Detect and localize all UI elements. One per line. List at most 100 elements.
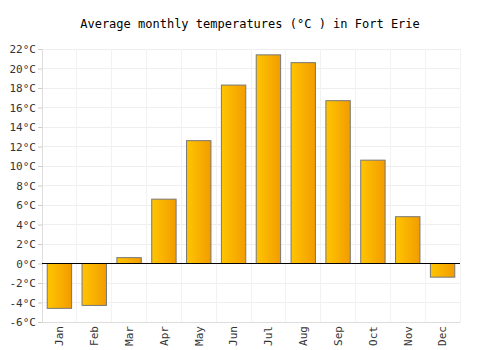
x-tick: Jan [53,322,66,346]
title: Average monthly temperatures (°C ) in Fo… [80,17,420,31]
x-tick: Aug [297,322,310,346]
x-tick: Feb [88,322,101,346]
x-axis: Jan Feb Mar Apr May Jun Jul Aug Sep Oct Nov Dec [43,322,461,346]
y-tick: 14°C [10,121,43,134]
bar [47,264,71,309]
x-tick-label: Dec [436,326,449,346]
x-tick-label: Nov [402,326,415,346]
bar [187,141,211,264]
x-tick-label: Jan [53,326,66,346]
bar [117,258,141,264]
y-tick-label: 16°C [10,102,37,115]
y-tick-label: -2°C [10,277,37,290]
y-tick-label: 20°C [10,63,37,76]
y-tick-mark [38,205,42,206]
x-tick: Jul [262,322,275,346]
x-tick: Nov [402,322,415,346]
y-tick-label: 0°C [16,258,36,271]
y-tick-label: 2°C [16,238,36,251]
x-tick: Mar [123,322,136,346]
y-tick: 20°C [10,63,43,76]
x-tick-label: Jun [227,326,240,346]
y-tick-label: 6°C [16,199,36,212]
bar [221,85,245,263]
y-tick-mark [38,166,42,167]
grid-line-vertical [390,49,391,322]
y-tick-label: 10°C [10,160,37,173]
y-tick-mark [38,264,42,265]
zero-line [42,263,460,264]
grid-line [42,263,460,264]
bar [396,217,420,264]
bars [47,55,455,309]
x-tick: Oct [367,322,380,346]
x-tick-label: Feb [88,326,101,346]
y-tick: -2°C [10,277,43,290]
y-tick-label: 8°C [16,180,36,193]
grid-line-vertical [146,49,147,322]
x-tick-label: Jul [262,326,275,346]
grid-line-vertical [355,49,356,322]
y-tick: 10°C [10,160,43,173]
x-tick: May [193,322,206,346]
y-tick-mark [38,303,42,304]
bar [361,160,385,263]
bar [256,55,280,264]
grid-line-vertical [181,49,182,322]
grid-line-vertical [425,49,426,322]
grid-line-vertical [111,49,112,322]
y-tick-label: 12°C [10,141,37,154]
x-tick-label: Mar [123,326,136,346]
x-tick: Apr [158,322,171,346]
y-tick: 18°C [10,82,43,95]
y-tick-mark [38,225,42,226]
y-tick-mark [38,69,42,70]
x-tick: Jun [227,322,240,346]
y-tick-mark [38,147,42,148]
x-tick-label: Sep [332,326,345,346]
y-tick: 12°C [10,141,43,154]
y-axis-line [38,50,43,323]
y-tick-mark [38,322,42,323]
y-tick: -6°C [10,316,43,329]
y-tick-label: 14°C [10,121,37,134]
y-tick-mark [38,49,42,50]
grid-line-vertical [76,49,77,322]
y-tick: 22°C [10,43,43,56]
y-tick: 0°C [16,258,42,271]
bar [430,264,454,278]
y-tick-mark [38,283,42,284]
y-axis: -6°C -4°C -2°C 0°C 2°C 4°C 6°C 8°C 10°C 12°C 14°C 1… [10,43,43,329]
bar [82,264,106,306]
grid-line-vertical [320,49,321,322]
y-tick-label: 4°C [16,219,36,232]
y-tick-mark [38,186,42,187]
y-tick: 8°C [16,180,42,193]
x-tick-label: May [193,326,206,346]
y-tick-label: 22°C [10,43,37,56]
y-tick-mark [38,88,42,89]
grid [42,49,460,322]
chart: -6°C -4°C -2°C 0°C 2°C 4°C 6°C 8°C 10°C 12°C 14°C 1… [0,0,500,350]
y-tick: 2°C [16,238,42,251]
x-axis-line [43,322,461,323]
y-tick-label: -6°C [10,316,37,329]
y-tick: -4°C [10,297,43,310]
bar [326,101,350,264]
y-tick: 16°C [10,102,43,115]
grid-line-vertical [285,49,286,322]
x-tick-label: Aug [297,326,310,346]
grid-line-vertical [460,49,461,322]
x-tick-label: Apr [158,326,171,346]
bar [152,199,176,263]
y-tick-mark [38,108,42,109]
y-tick-label: 18°C [10,82,37,95]
y-tick: 4°C [16,219,42,232]
x-tick: Dec [436,322,449,346]
x-tick-label: Oct [367,326,380,346]
y-tick-label: -4°C [10,297,37,310]
grid-line-vertical [216,49,217,322]
y-tick-mark [38,244,42,245]
y-tick: 6°C [16,199,42,212]
bar [291,63,315,264]
